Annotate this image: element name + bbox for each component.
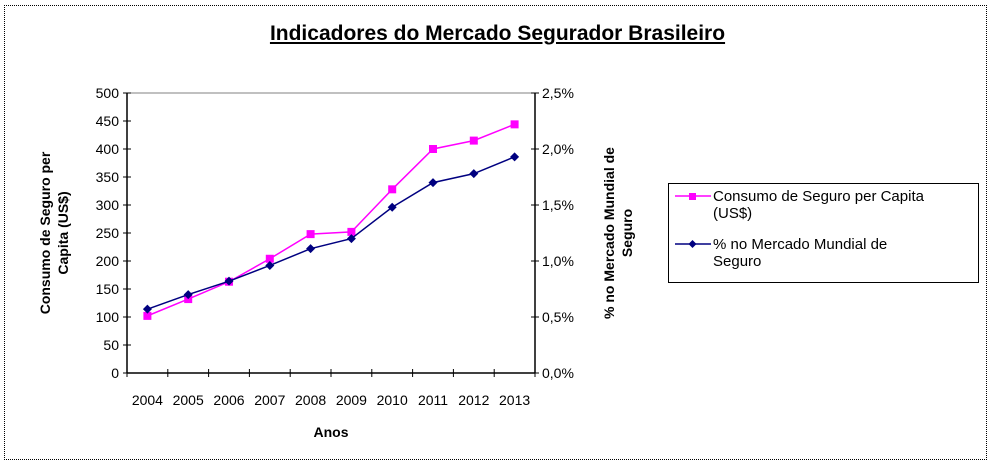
data-point-diamond bbox=[428, 178, 438, 188]
svg-text:Consumo de Seguro per: Consumo de Seguro per bbox=[37, 151, 53, 314]
data-point-square bbox=[306, 230, 315, 239]
x-tick-label: 2013 bbox=[499, 392, 530, 408]
pink-square-marker-icon bbox=[675, 193, 711, 200]
chart-frame bbox=[4, 5, 987, 460]
navy-diamond-marker-icon bbox=[675, 240, 711, 248]
data-point-diamond bbox=[469, 169, 479, 179]
data-point-diamond bbox=[224, 276, 234, 286]
y2-tick-label: 1,5% bbox=[542, 197, 574, 213]
svg-text:% no Mercado Mundial de: % no Mercado Mundial de bbox=[601, 147, 617, 319]
y-tick-label: 100 bbox=[96, 309, 120, 325]
x-tick-label: 2008 bbox=[295, 392, 326, 408]
x-tick-label: 2012 bbox=[458, 392, 489, 408]
data-point-square bbox=[469, 136, 478, 145]
series-line bbox=[147, 156, 515, 310]
data-point-diamond bbox=[510, 152, 520, 162]
data-point-square bbox=[388, 185, 397, 194]
y2-tick-label: 1,0% bbox=[542, 253, 574, 269]
x-tick-label: 2005 bbox=[173, 392, 204, 408]
y-tick-label: 300 bbox=[96, 197, 120, 213]
y-tick-label: 350 bbox=[96, 169, 120, 185]
series-line bbox=[147, 123, 515, 317]
y-tick-label: 0 bbox=[111, 365, 119, 381]
y-tick-label: 150 bbox=[96, 281, 120, 297]
x-tick-label: 2011 bbox=[418, 392, 448, 408]
y2-tick-label: 2,5% bbox=[542, 85, 574, 101]
y-tick-label: 250 bbox=[96, 225, 120, 241]
svg-text:Seguro: Seguro bbox=[619, 209, 635, 257]
legend-label: % no Mercado Mundial de bbox=[713, 236, 888, 253]
legend-label: Consumo de Seguro per Capita bbox=[713, 188, 924, 205]
data-point-diamond bbox=[306, 244, 316, 254]
y-tick-label: 400 bbox=[96, 141, 120, 157]
data-point-diamond bbox=[346, 234, 356, 244]
x-tick-label: 2007 bbox=[254, 392, 285, 408]
y-tick-label: 500 bbox=[96, 85, 120, 101]
y2-tick-label: 0,5% bbox=[542, 309, 574, 325]
legend: Consumo de Seguro per Capita (US$) % no M… bbox=[668, 183, 979, 283]
data-point-diamond bbox=[387, 202, 397, 212]
legend-label: (US$) bbox=[713, 205, 753, 222]
x-tick-label: 2004 bbox=[132, 392, 163, 408]
y2-axis-label: % no Mercado Mundial de Seguro bbox=[601, 147, 635, 319]
y-tick-label: 450 bbox=[96, 113, 120, 129]
chart-title: Indicadores do Mercado Segurador Brasile… bbox=[269, 22, 726, 45]
y2-tick-label: 2,0% bbox=[542, 141, 574, 157]
y-tick-label: 50 bbox=[103, 337, 119, 353]
y2-tick-label: 0,0% bbox=[542, 365, 574, 381]
svg-text:Capita (US$): Capita (US$) bbox=[55, 191, 71, 274]
data-point-diamond bbox=[183, 290, 193, 300]
x-tick-label: 2009 bbox=[336, 392, 367, 408]
data-point-square bbox=[143, 311, 152, 320]
data-point-square bbox=[265, 254, 274, 263]
data-point-diamond bbox=[142, 304, 152, 314]
y-tick-label: 200 bbox=[96, 253, 120, 269]
y-axis-label: Consumo de Seguro per Capita (US$) bbox=[37, 151, 71, 314]
x-tick-label: 2010 bbox=[377, 392, 408, 408]
data-point-square bbox=[347, 227, 356, 236]
data-point-square bbox=[510, 120, 519, 129]
x-axis-label: Anos bbox=[314, 424, 349, 440]
data-point-square bbox=[429, 145, 437, 153]
data-point-diamond bbox=[265, 260, 275, 270]
legend-label: Seguro bbox=[713, 253, 762, 270]
x-tick-label: 2006 bbox=[213, 392, 244, 408]
